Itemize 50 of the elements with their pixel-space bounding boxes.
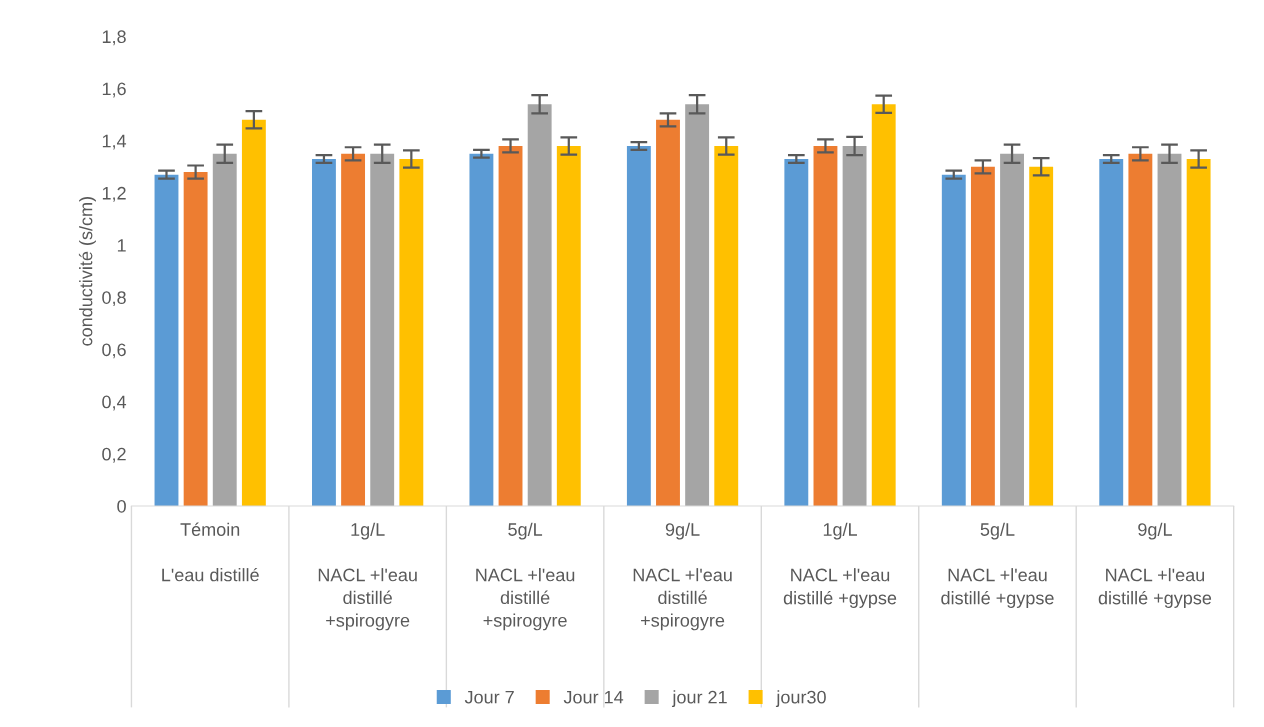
- bar: [941, 174, 966, 506]
- y-tick-label: 0,4: [102, 395, 127, 411]
- legend-label: jour30: [775, 690, 826, 708]
- bar: [1029, 166, 1054, 506]
- bar: [1128, 153, 1153, 506]
- category-label: 5g/L NACL +l'eau distillé +spirogyre: [476, 522, 575, 631]
- category-label: 9g/L NACL +l'eau distillé +gypse: [1098, 522, 1212, 608]
- bar: [1099, 158, 1124, 506]
- category-label: 5g/L NACL +l'eau distillé +gypse: [941, 522, 1054, 608]
- y-tick-label: 1,4: [102, 134, 127, 150]
- y-tick-label: 0: [117, 499, 126, 513]
- bar: [241, 119, 266, 506]
- bar: [813, 145, 838, 506]
- y-tick-label: 1,8: [102, 30, 126, 46]
- y-tick-label: 0,2: [102, 447, 126, 463]
- bar: [154, 174, 179, 506]
- bar: [685, 104, 710, 506]
- bar: [312, 158, 336, 506]
- bar: [498, 145, 523, 506]
- bar: [871, 104, 896, 506]
- bar: [399, 158, 424, 506]
- legend-label: Jour 7: [464, 690, 514, 704]
- y-tick-label: 0,6: [102, 343, 126, 359]
- y-axis-title: conductivité (s/cm): [78, 197, 96, 346]
- y-tick-label: 0,8: [102, 291, 126, 307]
- legend-label: Jour 14: [563, 690, 624, 704]
- category-label: Témoin L'eau distillé: [162, 522, 259, 582]
- bar: [469, 153, 494, 506]
- category-label: 1g/L NACL +l'eau distillé +spirogyre: [318, 522, 417, 631]
- bar: [784, 158, 809, 506]
- bar: [341, 153, 366, 506]
- category-label: 9g/L NACL +l'eau distillé +spirogyre: [633, 522, 732, 631]
- bar: [370, 153, 395, 506]
- bar: [212, 153, 237, 506]
- y-tick-label: 1,2: [102, 186, 126, 202]
- bar: [1186, 158, 1211, 506]
- category-label: 1g/L NACL +l'eau distillé +gypse: [783, 522, 897, 608]
- bar: [1157, 153, 1182, 506]
- bar: [1000, 153, 1024, 506]
- bar: [714, 145, 739, 506]
- bar: [656, 119, 680, 506]
- bar: [556, 145, 581, 506]
- y-tick-label: 1: [117, 239, 126, 252]
- bar: [970, 166, 995, 506]
- bar: [183, 172, 208, 506]
- legend-label: jour 21: [671, 690, 727, 708]
- bar: [626, 145, 651, 506]
- bar: [842, 145, 867, 506]
- bar: [527, 104, 552, 506]
- y-tick-label: 1,6: [102, 82, 126, 98]
